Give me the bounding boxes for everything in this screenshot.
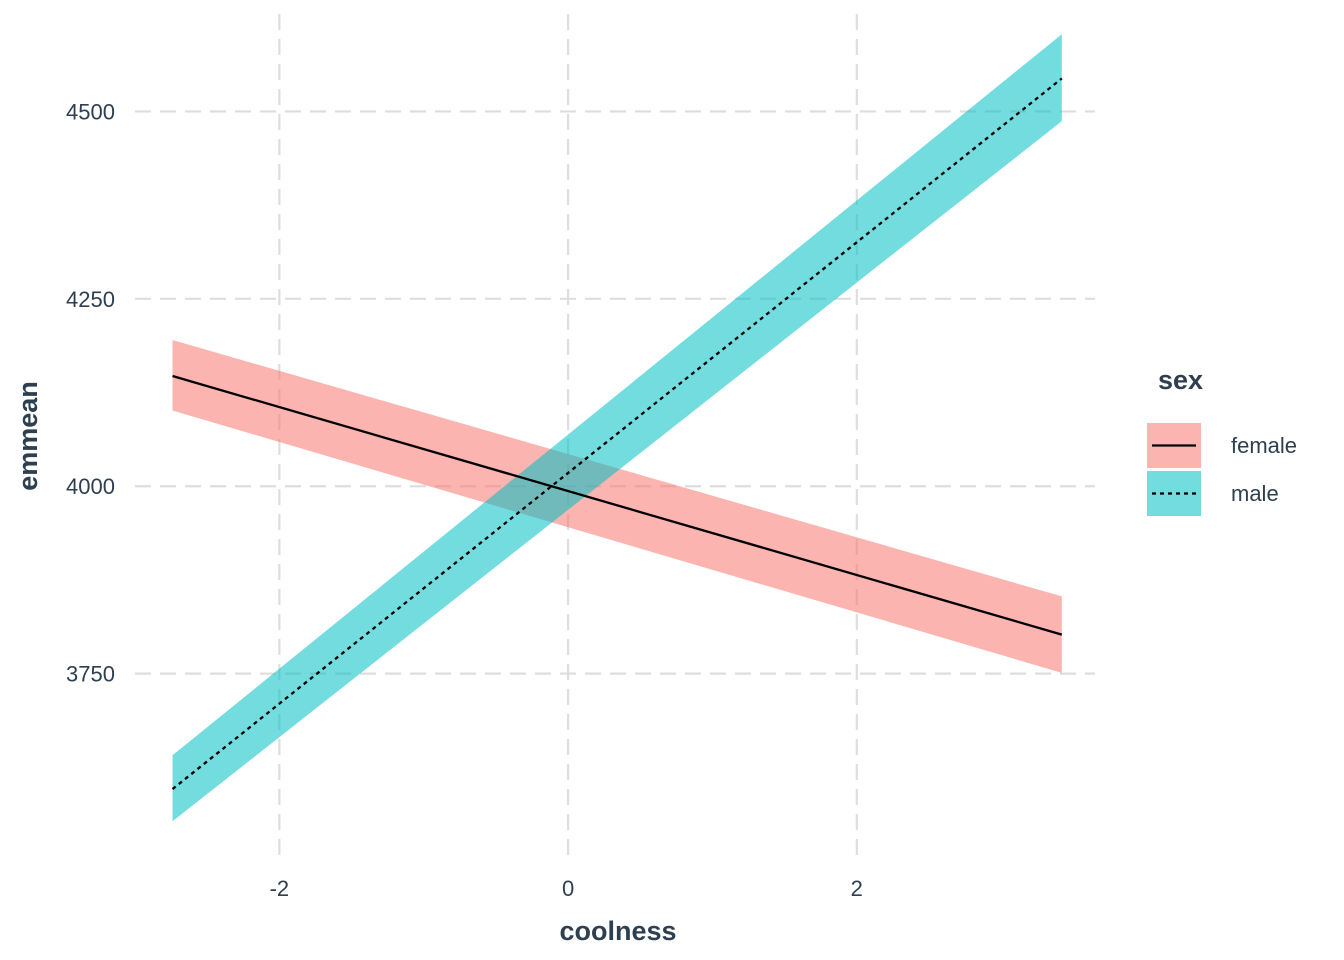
legend: sex female male (1147, 365, 1297, 516)
y-tick-label: 3750 (66, 662, 115, 687)
legend-label-male: male (1231, 481, 1279, 506)
male-confidence-band (172, 34, 1062, 822)
series-lines (171, 77, 1063, 790)
y-tick-label: 4000 (66, 474, 115, 499)
x-axis-title: coolness (559, 916, 676, 946)
x-tick-label: -2 (270, 876, 290, 901)
confidence-bands (172, 34, 1062, 822)
x-tick-label: 0 (562, 876, 574, 901)
y-axis-title: emmean (13, 381, 43, 491)
tick-labels: 3750 4000 4250 4500 -2 0 2 (66, 99, 863, 901)
legend-title: sex (1158, 365, 1203, 395)
legend-label-female: female (1231, 433, 1297, 458)
female-line (172, 374, 1063, 636)
y-tick-label: 4250 (66, 287, 115, 312)
x-tick-label: 2 (851, 876, 863, 901)
legend-items: female male (1147, 423, 1297, 516)
y-tick-label: 4500 (66, 99, 115, 124)
male-line (171, 77, 1063, 790)
